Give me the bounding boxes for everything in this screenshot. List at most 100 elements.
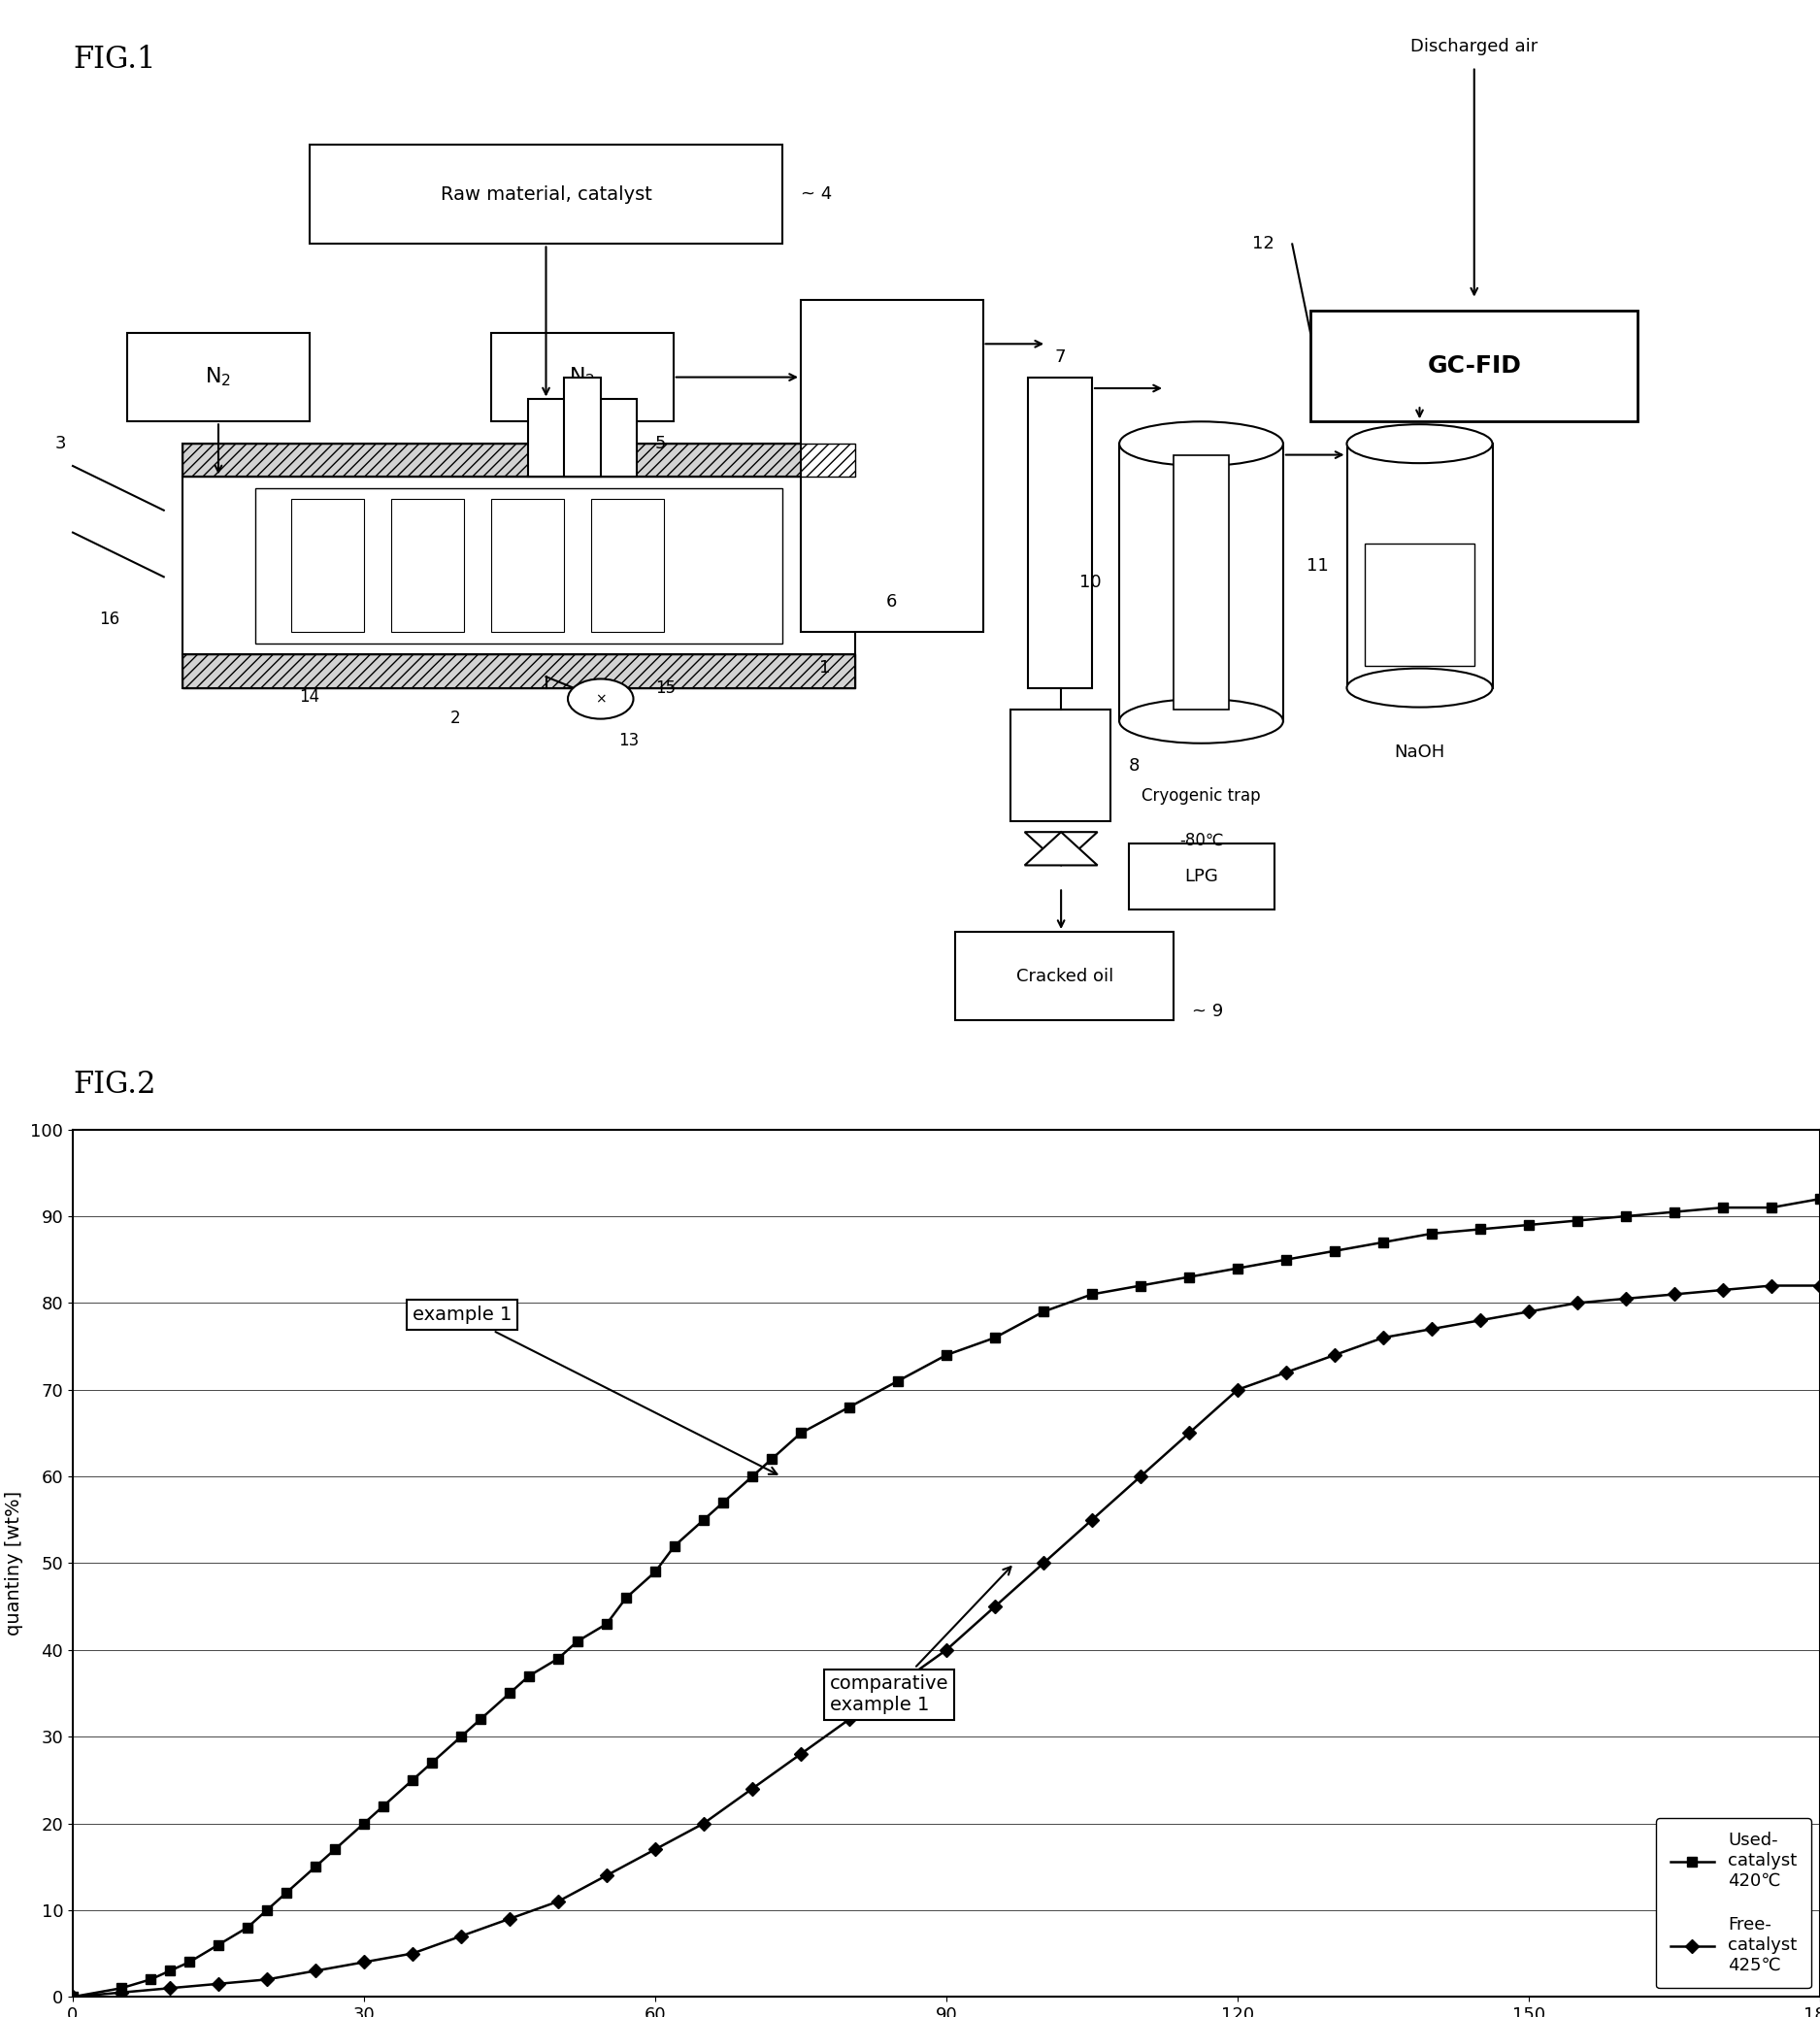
Text: 1: 1 <box>819 660 830 676</box>
FancyBboxPatch shape <box>1310 311 1638 422</box>
FancyBboxPatch shape <box>255 488 783 643</box>
Text: 8: 8 <box>1128 756 1139 775</box>
Text: comparative
example 1: comparative example 1 <box>830 1567 1010 1714</box>
Text: 15: 15 <box>655 680 675 696</box>
Bar <box>182 654 855 688</box>
Used-
catalyst
420℃ <box>1760 1196 1782 1220</box>
Free-
catalyst
425℃ <box>1323 1343 1345 1368</box>
Line: Used-
catalyst
420℃: Used- catalyst 420℃ <box>67 1194 1820 2001</box>
Free-
catalyst
425℃ <box>1713 1279 1734 1303</box>
Text: Raw material, catalyst: Raw material, catalyst <box>440 186 652 204</box>
FancyBboxPatch shape <box>528 399 637 478</box>
Text: ~ 4: ~ 4 <box>801 186 832 204</box>
FancyBboxPatch shape <box>1010 710 1110 821</box>
Free-
catalyst
425℃ <box>1421 1317 1443 1341</box>
Text: FIG.1: FIG.1 <box>73 44 157 75</box>
FancyBboxPatch shape <box>127 333 309 422</box>
Text: ~ 9: ~ 9 <box>1192 1002 1223 1021</box>
Bar <box>1347 579 1492 688</box>
Y-axis label: Cumulative run-off
quantiny [wt%]: Cumulative run-off quantiny [wt%] <box>0 1474 24 1652</box>
Free-
catalyst
425℃ <box>1130 1464 1152 1489</box>
Free-
catalyst
425℃ <box>839 1706 861 1731</box>
Used-
catalyst
420℃ <box>985 1325 1006 1349</box>
Text: Discharged air: Discharged air <box>1410 38 1538 54</box>
Text: 13: 13 <box>619 732 639 750</box>
FancyBboxPatch shape <box>1119 444 1283 720</box>
Text: 12: 12 <box>1252 236 1274 252</box>
Text: 6: 6 <box>886 593 897 609</box>
FancyBboxPatch shape <box>491 333 673 422</box>
Used-
catalyst
420℃ <box>353 1811 375 1835</box>
Text: N$_2$: N$_2$ <box>570 365 595 389</box>
Text: example 1: example 1 <box>413 1305 777 1474</box>
Bar <box>1010 710 1110 821</box>
Free-
catalyst
425℃ <box>1178 1420 1199 1444</box>
Text: 10: 10 <box>1079 573 1101 591</box>
Text: Cracked oil: Cracked oil <box>1016 968 1114 984</box>
Text: 2: 2 <box>450 710 460 728</box>
Bar <box>182 444 855 478</box>
Text: FIG.2: FIG.2 <box>73 1069 157 1099</box>
Free-
catalyst
425℃ <box>353 1950 375 1975</box>
Free-
catalyst
425℃ <box>1372 1325 1394 1349</box>
Free-
catalyst
425℃ <box>1032 1551 1054 1575</box>
Used-
catalyst
420℃ <box>450 1725 471 1749</box>
Line: Free-
catalyst
425℃: Free- catalyst 425℃ <box>67 1281 1820 2001</box>
Free-
catalyst
425℃ <box>304 1959 326 1983</box>
FancyBboxPatch shape <box>592 498 664 633</box>
Free-
catalyst
425℃ <box>595 1864 617 1888</box>
Text: 14: 14 <box>298 688 320 706</box>
Text: 16: 16 <box>98 609 120 627</box>
FancyBboxPatch shape <box>1347 444 1492 688</box>
Text: 5: 5 <box>655 436 666 452</box>
Free-
catalyst
425℃ <box>402 1940 424 1965</box>
Free-
catalyst
425℃ <box>548 1890 570 1914</box>
Free-
catalyst
425℃ <box>1663 1283 1685 1307</box>
Text: 7: 7 <box>1054 349 1067 365</box>
Free-
catalyst
425℃ <box>111 1981 133 2005</box>
FancyBboxPatch shape <box>564 377 601 478</box>
Free-
catalyst
425℃ <box>985 1593 1006 1618</box>
Free-
catalyst
425℃ <box>1469 1309 1491 1333</box>
Ellipse shape <box>1119 700 1283 742</box>
Used-
catalyst
420℃ <box>1130 1273 1152 1297</box>
Used-
catalyst
420℃ <box>470 1706 491 1731</box>
Free-
catalyst
425℃ <box>499 1906 521 1930</box>
Free-
catalyst
425℃ <box>886 1672 908 1696</box>
Free-
catalyst
425℃ <box>158 1977 180 2001</box>
Free-
catalyst
425℃ <box>62 1985 84 2009</box>
Used-
catalyst
420℃ <box>1809 1186 1820 1210</box>
Text: 11: 11 <box>1307 557 1329 575</box>
Free-
catalyst
425℃ <box>644 1837 666 1862</box>
Free-
catalyst
425℃ <box>1081 1507 1103 1533</box>
FancyBboxPatch shape <box>182 654 855 688</box>
Free-
catalyst
425℃ <box>257 1967 278 1991</box>
Free-
catalyst
425℃ <box>1276 1359 1298 1384</box>
Text: -80℃: -80℃ <box>1179 831 1223 849</box>
FancyBboxPatch shape <box>291 498 364 633</box>
Text: LPG: LPG <box>1185 867 1218 885</box>
Free-
catalyst
425℃ <box>1518 1299 1540 1323</box>
FancyBboxPatch shape <box>391 498 464 633</box>
FancyBboxPatch shape <box>491 498 564 633</box>
Free-
catalyst
425℃ <box>1567 1291 1589 1315</box>
Text: ×: × <box>595 692 606 706</box>
Used-
catalyst
420℃ <box>62 1985 84 2009</box>
Free-
catalyst
425℃ <box>693 1811 715 1835</box>
Free-
catalyst
425℃ <box>1809 1273 1820 1297</box>
Free-
catalyst
425℃ <box>741 1777 763 1801</box>
FancyBboxPatch shape <box>182 444 855 478</box>
Text: GC-FID: GC-FID <box>1427 355 1522 377</box>
Polygon shape <box>1025 831 1097 865</box>
FancyBboxPatch shape <box>801 299 983 633</box>
Free-
catalyst
425℃ <box>450 1924 471 1948</box>
Text: 3: 3 <box>55 436 66 452</box>
Free-
catalyst
425℃ <box>1614 1287 1636 1311</box>
FancyBboxPatch shape <box>182 476 855 654</box>
FancyBboxPatch shape <box>309 143 783 244</box>
Ellipse shape <box>1119 422 1283 466</box>
Text: NaOH: NaOH <box>1394 742 1445 760</box>
Free-
catalyst
425℃ <box>1760 1273 1782 1297</box>
FancyBboxPatch shape <box>1128 843 1274 910</box>
Polygon shape <box>1025 831 1097 865</box>
